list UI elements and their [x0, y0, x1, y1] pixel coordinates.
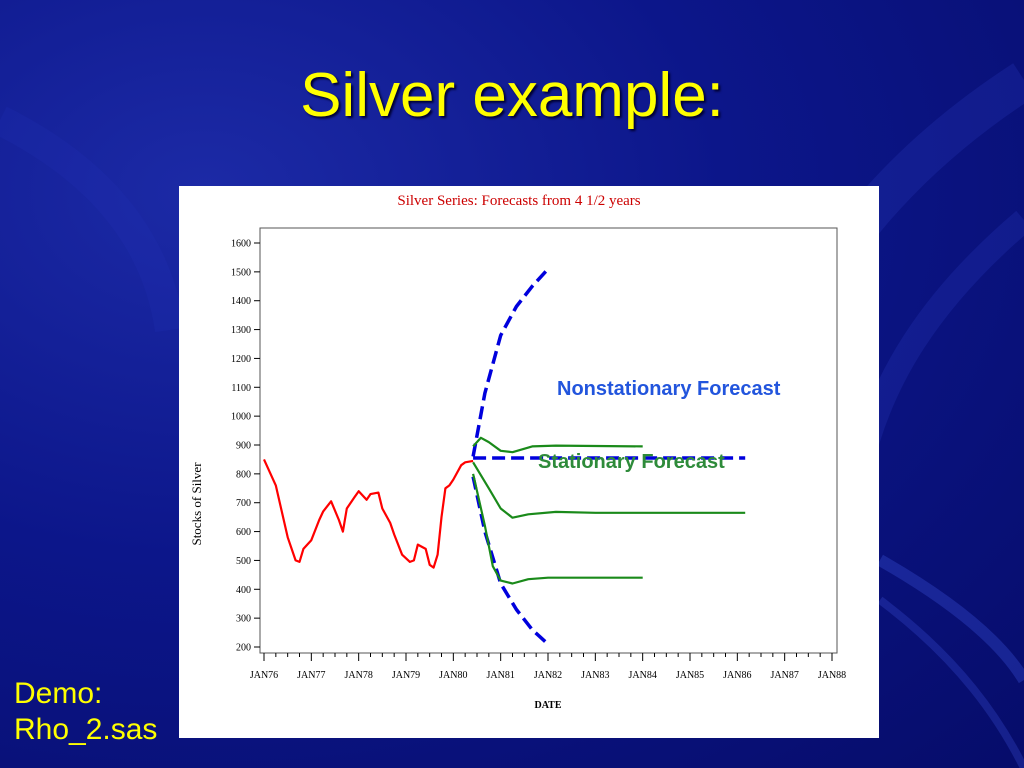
y-axis-label: Stocks of Silver — [189, 462, 204, 546]
x-tick-label: JAN87 — [770, 670, 798, 681]
stationary-upper-line — [472, 436, 643, 454]
y-tick-label: 800 — [236, 469, 251, 480]
silver-chart: Silver Series: Forecasts from 4 1/2 year… — [189, 193, 846, 711]
x-tick-label: JAN84 — [628, 670, 656, 681]
demo-file-name: Rho_2.sas — [14, 713, 158, 746]
y-tick-label: 1300 — [231, 325, 251, 336]
annotation-stationary: Stationary Forecast — [538, 451, 725, 473]
slide-title: Silver example: — [300, 61, 724, 130]
plot-frame — [259, 227, 838, 654]
y-tick-label: 700 — [236, 498, 251, 509]
x-tick-label: JAN85 — [676, 670, 704, 681]
x-axis-label: DATE — [534, 700, 561, 711]
x-tick-label: JAN80 — [439, 670, 467, 681]
y-tick-label: 1100 — [231, 383, 251, 394]
y-tick-label: 900 — [236, 441, 251, 452]
x-tick-label: JAN76 — [250, 670, 278, 681]
nonstationary-lower-line — [471, 476, 550, 646]
annotation-nonstationary: Nonstationary Forecast — [557, 378, 781, 400]
x-tick-label: JAN88 — [818, 670, 846, 681]
x-tick-label: JAN77 — [297, 670, 325, 681]
y-tick-label: 1500 — [231, 267, 251, 278]
x-tick-label: JAN78 — [344, 670, 372, 681]
y-tick-label: 1600 — [231, 239, 251, 250]
stationary-lower-line — [472, 473, 643, 585]
demo-label: Demo: — [14, 677, 103, 710]
history-line — [262, 458, 474, 569]
chart-title: Silver Series: Forecasts from 4 1/2 year… — [397, 193, 640, 209]
y-tick-label: 1200 — [231, 354, 251, 365]
y-tick-label: 1000 — [231, 412, 251, 423]
y-tick-label: 500 — [236, 556, 251, 567]
x-tick-label: JAN81 — [486, 670, 514, 681]
y-tick-label: 1400 — [231, 296, 251, 307]
x-tick-label: JAN82 — [534, 670, 562, 681]
y-tick-label: 200 — [236, 643, 251, 654]
y-tick-label: 300 — [236, 614, 251, 625]
x-tick-label: JAN86 — [723, 670, 751, 681]
stationary-forecast-line — [472, 461, 746, 519]
x-tick-label: JAN79 — [392, 670, 420, 681]
demo-note: Demo: Rho_2.sas — [14, 676, 157, 748]
x-tick-label: JAN83 — [581, 670, 609, 681]
y-tick-label: 600 — [236, 527, 251, 538]
chart-panel: Silver Series: Forecasts from 4 1/2 year… — [179, 186, 879, 738]
y-tick-label: 400 — [236, 585, 251, 596]
nonstationary-upper-line — [471, 267, 550, 457]
